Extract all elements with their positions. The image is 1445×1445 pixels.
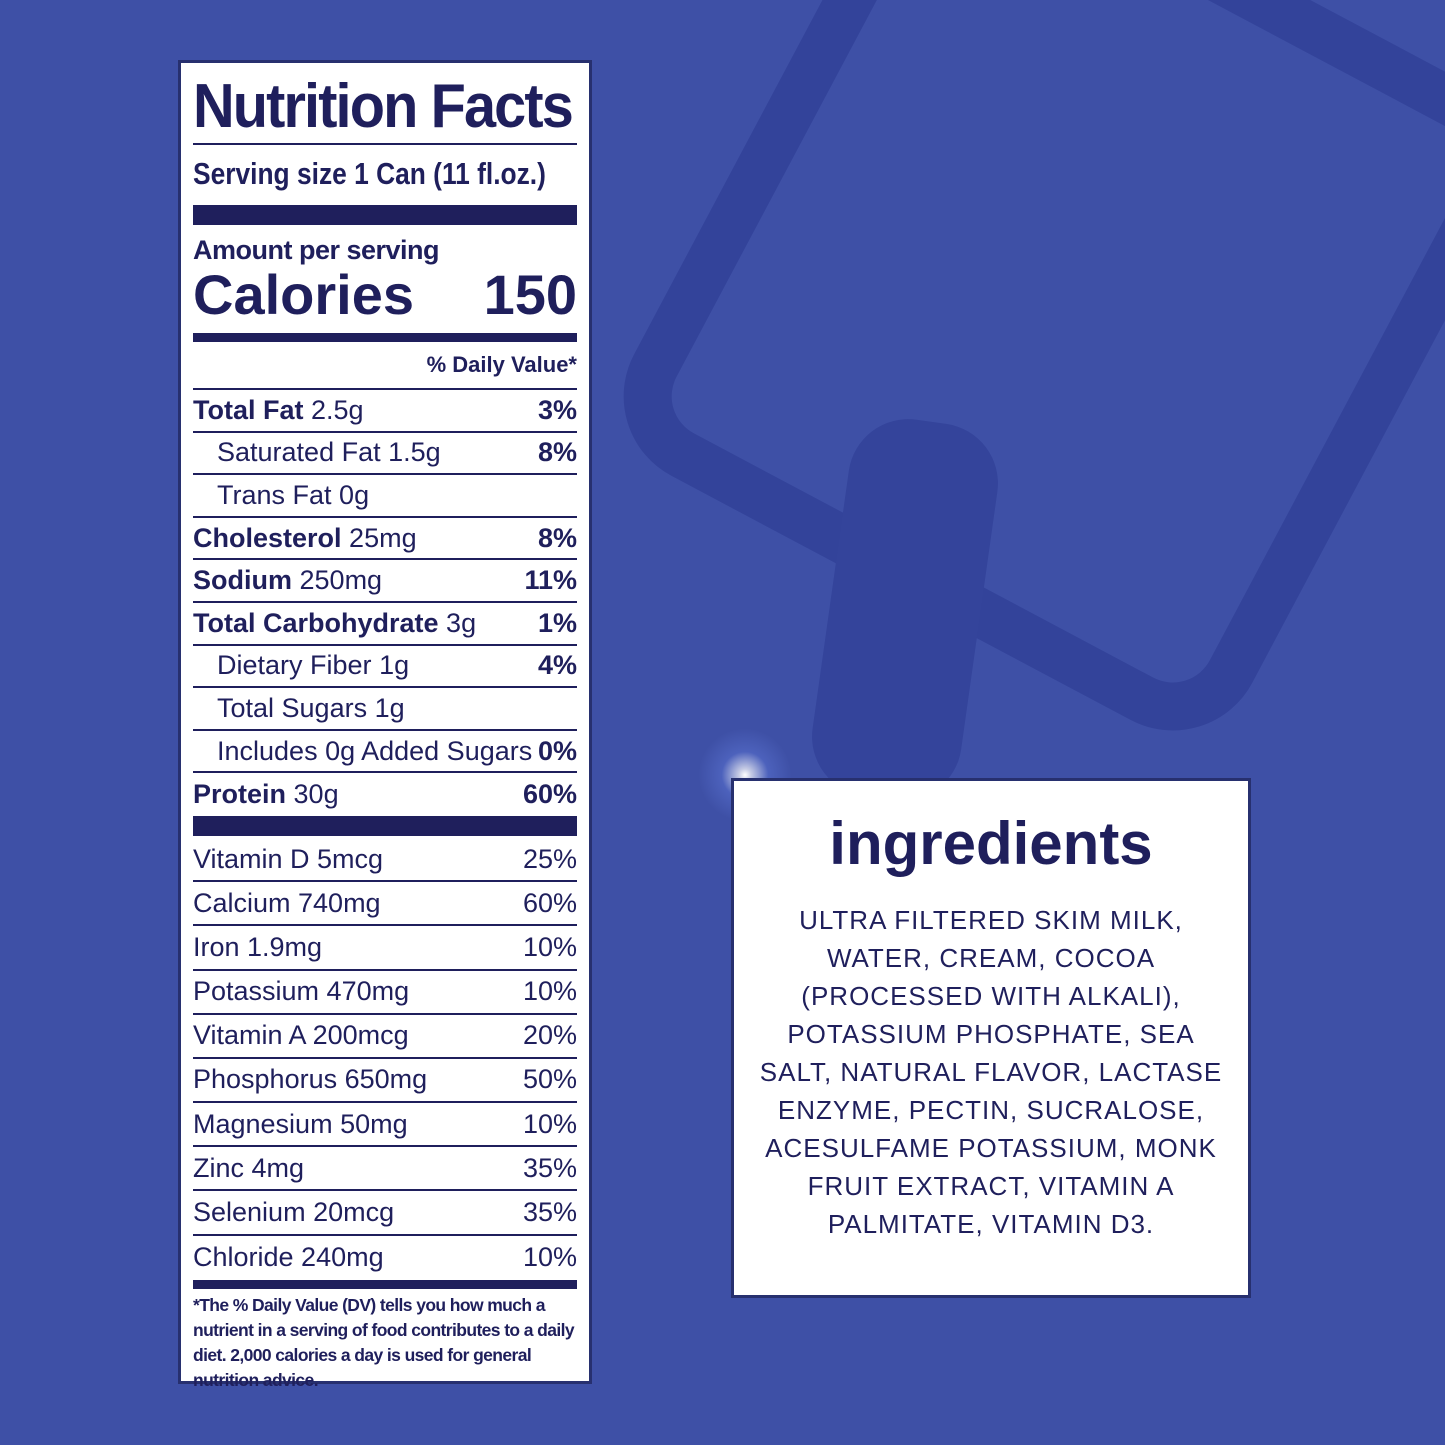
nutrient-row: Saturated Fat 1.5g 8% xyxy=(193,433,577,476)
nutrient-label: Cholesterol 25mg xyxy=(193,522,417,553)
ingredients-text: ULTRA FILTERED SKIM MILK, WATER, CREAM, … xyxy=(759,905,1223,1239)
vitamin-label: Vitamin A 200mcg xyxy=(193,1020,409,1051)
nutrient-dv: 8% xyxy=(537,522,577,553)
vitamin-list: Vitamin D 5mcg 25% Calcium 740mg 60% Iron 1.… xyxy=(193,838,577,1280)
vitamin-dv: 10% xyxy=(522,1108,577,1139)
nutrient-row: Includes 0g Added Sugars 0% xyxy=(193,731,577,774)
nutrient-dv: 4% xyxy=(537,650,577,681)
nutrient-dv: 1% xyxy=(537,607,577,638)
nutrient-label: Trans Fat 0g xyxy=(217,479,370,510)
nutrient-row: Total Fat 2.5g 3% xyxy=(193,390,577,433)
nutrient-dv: 8% xyxy=(537,437,577,468)
footnote: *The % Daily Value (DV) tells you how mu… xyxy=(193,1294,575,1390)
nutrient-row: Trans Fat 0g xyxy=(193,475,577,518)
vitamin-row: Vitamin A 200mcg 20% xyxy=(193,1015,577,1059)
nutrient-dv: 3% xyxy=(537,394,577,425)
vitamin-row: Chloride 240mg 10% xyxy=(193,1236,577,1280)
amount-per-serving: Amount per serving xyxy=(193,235,440,265)
vitamin-label: Iron 1.9mg xyxy=(193,931,323,962)
divider xyxy=(193,815,577,836)
nutrient-list: Total Fat 2.5g 3% Saturated Fat 1.5g 8% Tran… xyxy=(193,390,577,816)
calories-value: 150 xyxy=(483,263,577,326)
nutrient-label: Saturated Fat 1.5g xyxy=(217,437,441,468)
nutrition-facts-label: Nutrition Facts Serving size 1 Can (11 f… xyxy=(178,60,592,1390)
nutrient-row: Total Carbohydrate 3g 1% xyxy=(193,603,577,646)
vitamin-row: Vitamin D 5mcg 25% xyxy=(193,838,577,883)
vitamin-row: Iron 1.9mg 10% xyxy=(193,926,577,971)
vitamin-dv: 10% xyxy=(522,1242,577,1273)
vitamin-row: Selenium 20mcg 35% xyxy=(193,1191,577,1236)
vitamin-dv: 10% xyxy=(522,976,577,1007)
vitamin-dv: 35% xyxy=(522,1197,577,1228)
nutrient-label: Protein 30g xyxy=(193,779,339,810)
vitamin-label: Magnesium 50mg xyxy=(193,1108,408,1139)
divider xyxy=(193,333,577,342)
carton-decoration xyxy=(591,0,1445,763)
daily-value-header: % Daily Value* xyxy=(193,342,577,390)
nutrient-label: Sodium 250mg xyxy=(193,565,383,596)
nutrient-row: Sodium 250mg 11% xyxy=(193,560,577,603)
vitamin-dv: 25% xyxy=(522,843,577,874)
vitamin-label: Vitamin D 5mcg xyxy=(193,843,384,874)
vitamin-dv: 20% xyxy=(522,1020,577,1051)
divider xyxy=(193,205,577,225)
vitamin-row: Phosphorus 650mg 50% xyxy=(193,1059,577,1104)
vitamin-label: Zinc 4mg xyxy=(193,1152,305,1183)
vitamin-label: Phosphorus 650mg xyxy=(193,1064,428,1095)
nutrient-dv: 0% xyxy=(537,735,577,766)
vitamin-dv: 10% xyxy=(522,931,577,962)
vitamin-row: Zinc 4mg 35% xyxy=(193,1147,577,1192)
nutrition-title: Nutrition Facts xyxy=(193,72,574,141)
nutrient-dv: 11% xyxy=(524,565,577,596)
nutrient-label: Includes 0g Added Sugars xyxy=(217,735,533,766)
vitamin-dv: 50% xyxy=(522,1064,577,1095)
ingredients-title: ingredients xyxy=(829,810,1153,877)
vitamin-label: Chloride 240mg xyxy=(193,1242,384,1273)
ingredients-panel: ingredients ULTRA FILTERED SKIM MILK, WA… xyxy=(731,778,1251,1298)
nutrient-label: Total Sugars 1g xyxy=(217,692,405,723)
calories-row: Calories 150 xyxy=(193,265,577,325)
divider xyxy=(193,143,577,145)
vitamin-row: Calcium 740mg 60% xyxy=(193,882,577,927)
nutrient-dv: 60% xyxy=(522,779,577,810)
nutrient-row: Protein 30g 60% xyxy=(193,773,577,816)
vitamin-label: Potassium 470mg xyxy=(193,976,410,1007)
nutrient-row: Dietary Fiber 1g 4% xyxy=(193,646,577,689)
calories-label: Calories xyxy=(193,263,414,326)
vitamin-row: Magnesium 50mg 10% xyxy=(193,1103,577,1148)
divider xyxy=(193,1279,577,1289)
nutrient-label: Total Fat 2.5g xyxy=(193,394,364,425)
nutrient-row: Total Sugars 1g xyxy=(193,688,577,731)
vitamin-label: Selenium 20mcg xyxy=(193,1197,395,1228)
nutrient-label: Dietary Fiber 1g xyxy=(217,650,410,681)
vitamin-label: Calcium 740mg xyxy=(193,887,381,918)
vitamin-dv: 35% xyxy=(522,1152,577,1183)
vitamin-row: Potassium 470mg 10% xyxy=(193,971,577,1015)
vitamin-dv: 60% xyxy=(522,887,577,918)
nutrient-row: Cholesterol 25mg 8% xyxy=(193,518,577,561)
nutrient-label: Total Carbohydrate 3g xyxy=(193,607,477,638)
serving-size: Serving size 1 Can (11 fl.oz.) xyxy=(193,156,546,191)
